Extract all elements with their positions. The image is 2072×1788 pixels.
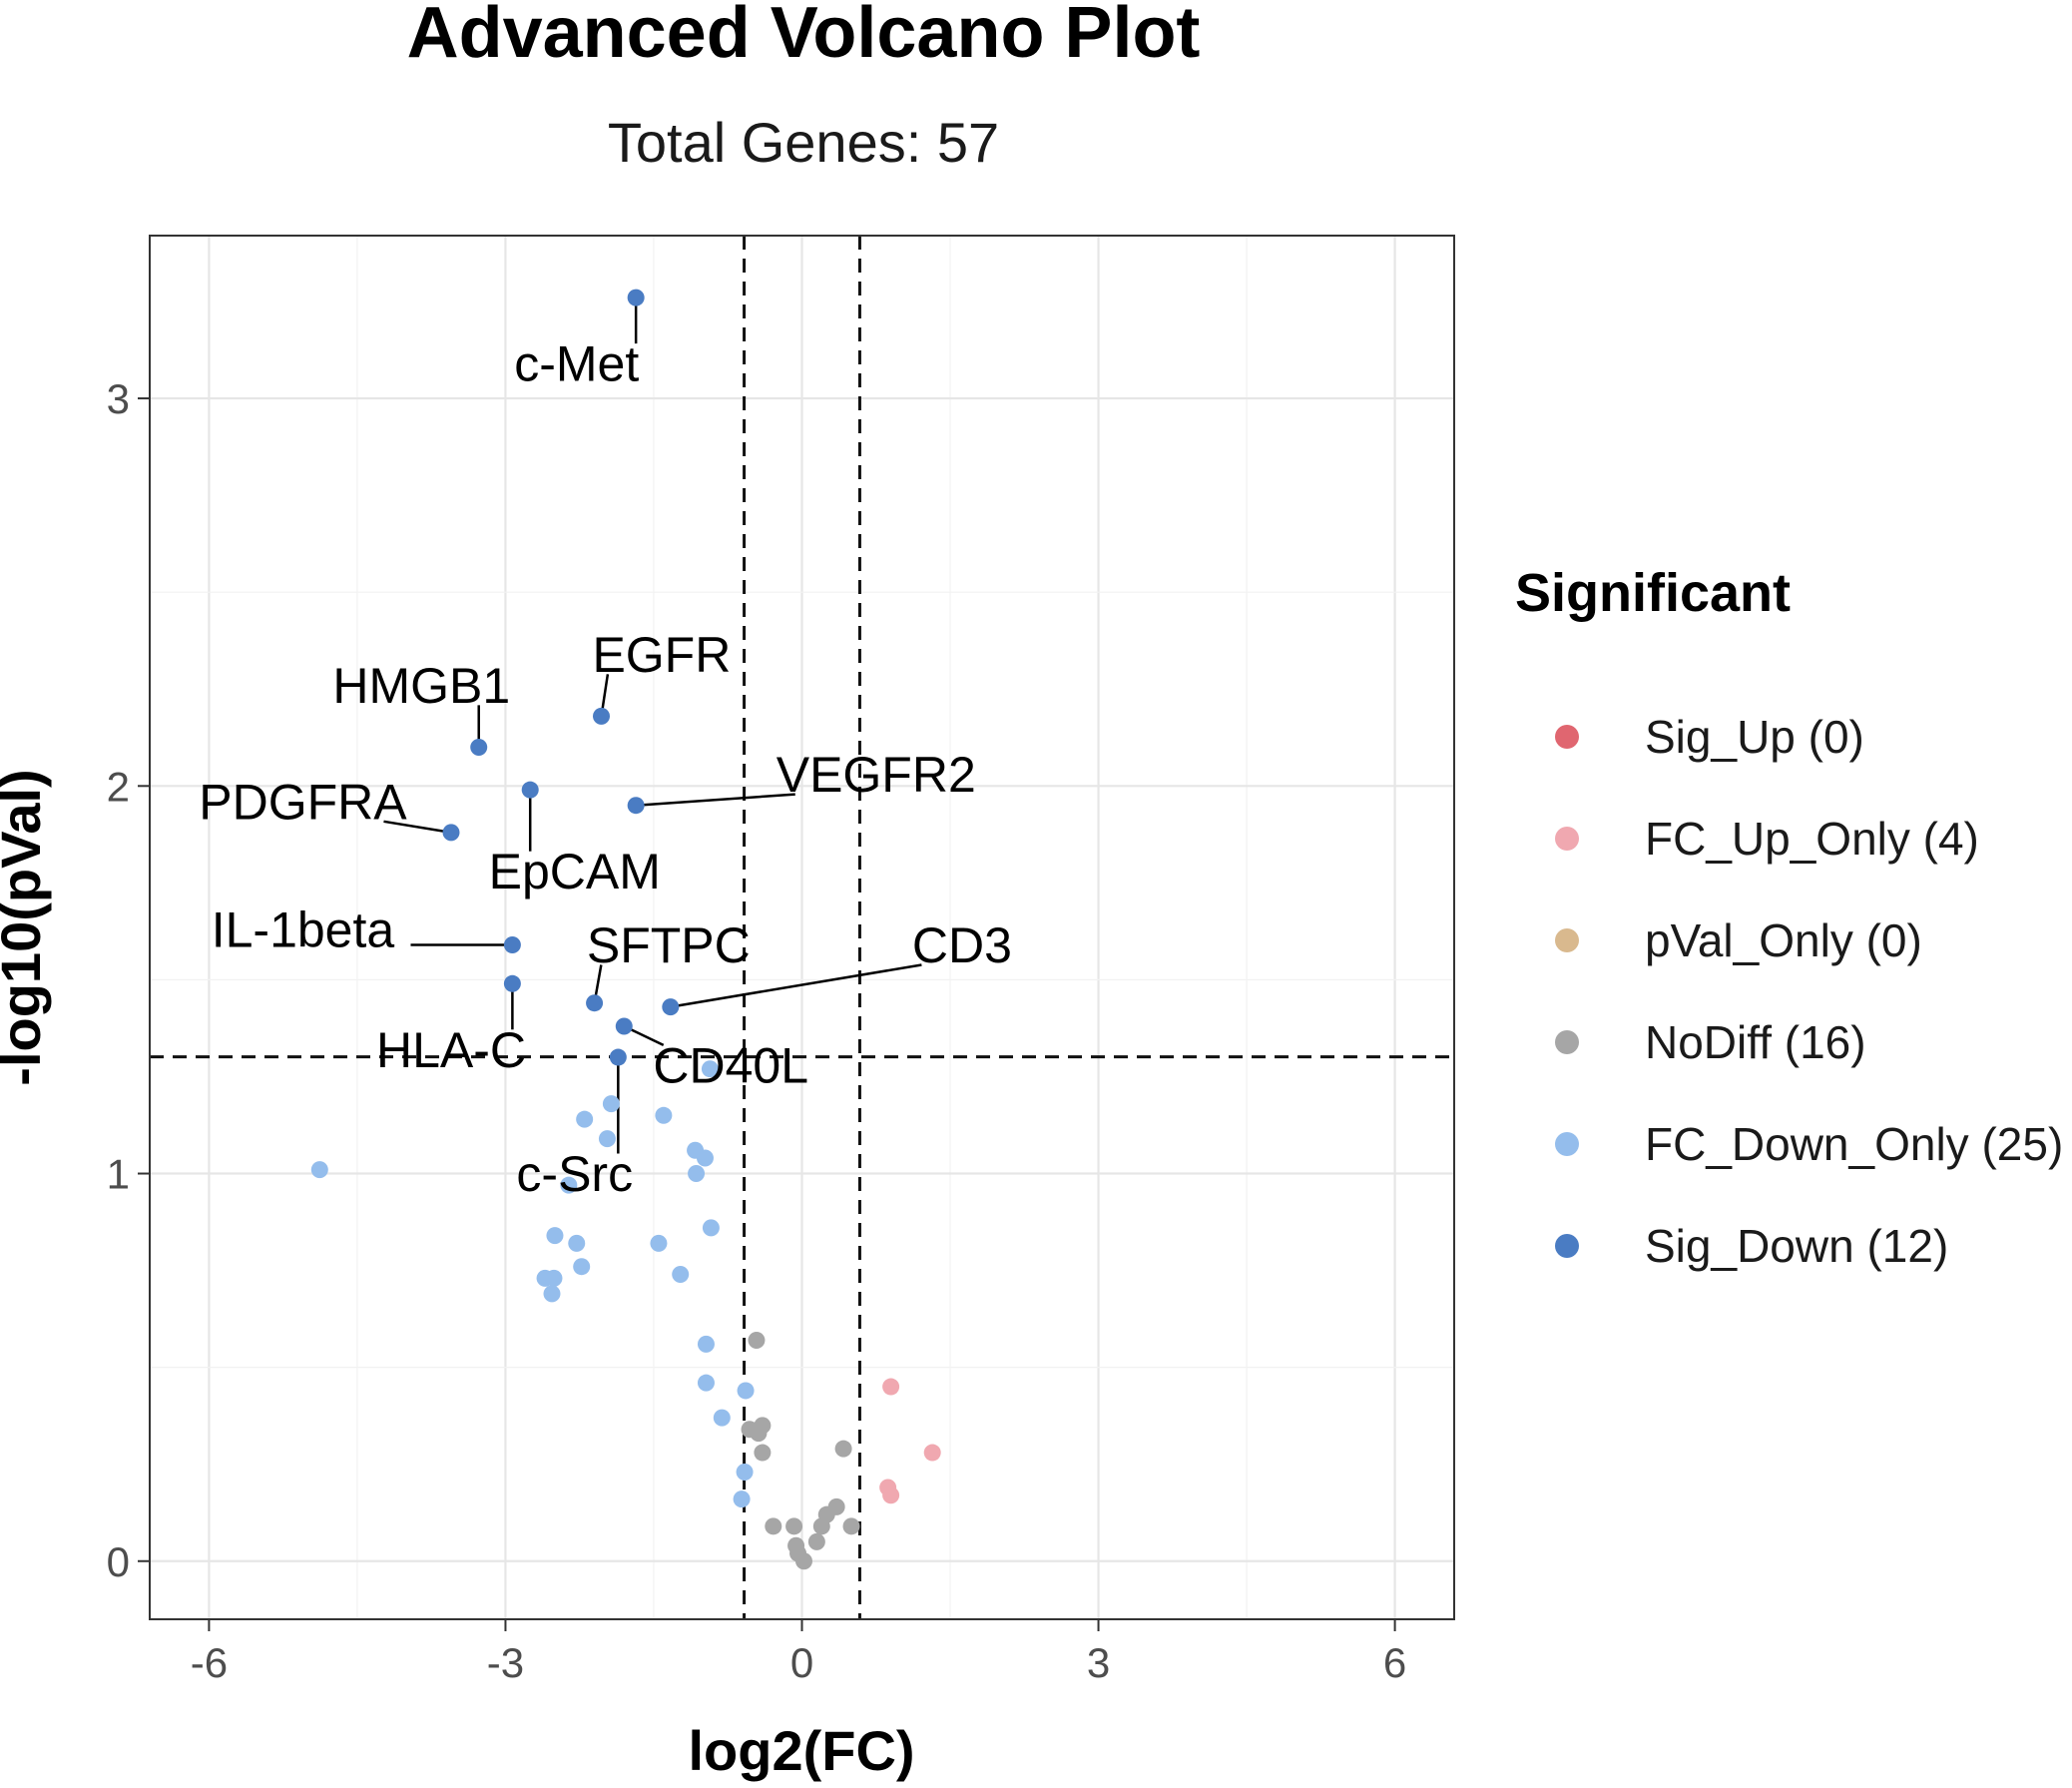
- point-nodiff: [834, 1440, 852, 1458]
- legend-label: Sig_Up (0): [1645, 711, 1864, 763]
- gene-label: EGFR: [592, 627, 731, 683]
- y-axis-title: -log10(pVal): [0, 769, 52, 1085]
- point-fc-down-only: [573, 1258, 591, 1276]
- gene-label: CD40L: [653, 1037, 808, 1093]
- x-tick-label: 6: [1383, 1639, 1406, 1686]
- point-nodiff: [812, 1517, 830, 1535]
- legend-key-fc-down-only: [1555, 1132, 1579, 1156]
- point-sig-down: [609, 1048, 627, 1066]
- gene-label: HLA-C: [376, 1022, 526, 1078]
- point-sig-down: [442, 824, 460, 842]
- legend: Significant Sig_Up (0) FC_Up_Only (4) pVal…: [1515, 563, 2063, 1272]
- y-tick-label: 0: [107, 1538, 130, 1585]
- point-fc-down-only: [702, 1219, 720, 1237]
- point-fc-down-only: [560, 1176, 578, 1194]
- legend-key-sig-down: [1555, 1234, 1579, 1258]
- gene-label: PDGFRA: [199, 774, 407, 830]
- point-sig-down: [503, 935, 521, 953]
- x-tick-label: -6: [191, 1639, 228, 1686]
- point-fc-down-only: [650, 1234, 668, 1252]
- legend-key-sig-up: [1555, 725, 1579, 749]
- gene-label: EpCAM: [489, 844, 661, 899]
- point-sig-down: [615, 1017, 633, 1035]
- legend-label: FC_Down_Only (25): [1645, 1118, 2063, 1170]
- point-sig-down: [503, 974, 521, 992]
- legend-key-nodiff: [1555, 1030, 1579, 1054]
- label-segment: [383, 820, 452, 835]
- point-sig-down: [592, 707, 610, 725]
- gene-label: CD3: [912, 917, 1012, 973]
- point-nodiff: [785, 1517, 803, 1535]
- point-nodiff: [754, 1444, 772, 1462]
- point-fc-down-only: [736, 1463, 754, 1481]
- point-fc-down-only: [310, 1161, 328, 1179]
- gene-label: c-Src: [516, 1146, 633, 1202]
- x-tick-label: 3: [1087, 1639, 1110, 1686]
- point-fc-down-only: [576, 1110, 594, 1128]
- point-fc-down-only: [696, 1149, 714, 1167]
- point-nodiff: [765, 1517, 782, 1535]
- point-fc-down-only: [598, 1130, 616, 1148]
- point-fc-down-only: [733, 1490, 751, 1508]
- point-fc-down-only: [602, 1095, 620, 1113]
- chart-title: Advanced Volcano Plot: [407, 0, 1201, 73]
- y-tick-label: 1: [107, 1151, 130, 1198]
- label-segment: [670, 963, 922, 1008]
- chart-subtitle: Total Genes: 57: [608, 111, 999, 174]
- point-nodiff: [794, 1552, 812, 1570]
- gene-label: SFTPC: [587, 917, 751, 973]
- point-sig-down: [662, 998, 680, 1016]
- point-sig-down: [627, 797, 645, 815]
- point-nodiff: [842, 1517, 860, 1535]
- legend-title: Significant: [1515, 563, 1791, 623]
- label-segment: [636, 793, 795, 807]
- point-fc-down-only: [697, 1335, 715, 1353]
- x-axis-title: log2(FC): [688, 1719, 914, 1782]
- point-nodiff: [807, 1532, 825, 1550]
- axis-ticks: -6 -3 0 3 6 0 1 2 3: [107, 375, 1407, 1686]
- point-fc-up-only: [923, 1444, 941, 1462]
- point-fc-up-only: [882, 1487, 900, 1504]
- y-tick-label: 2: [107, 763, 130, 810]
- point-fc-down-only: [701, 1060, 719, 1078]
- point-fc-up-only: [882, 1378, 900, 1396]
- legend-entries: Sig_Up (0) FC_Up_Only (4) pVal_Only (0) NoD…: [1555, 711, 2063, 1272]
- legend-label: NoDiff (16): [1645, 1016, 1866, 1068]
- point-sig-down: [627, 289, 645, 306]
- y-tick-label: 3: [107, 375, 130, 422]
- legend-label: Sig_Down (12): [1645, 1220, 1948, 1272]
- gene-label: VEGFR2: [777, 747, 976, 803]
- point-fc-down-only: [737, 1382, 755, 1400]
- data-points: [310, 289, 941, 1570]
- legend-label: FC_Up_Only (4): [1645, 813, 1979, 865]
- gene-label: c-Met: [514, 336, 639, 392]
- point-sig-down: [470, 738, 488, 756]
- x-tick-label: 0: [790, 1639, 813, 1686]
- point-sig-down: [521, 781, 539, 799]
- gene-label: IL-1beta: [212, 901, 395, 957]
- point-fc-down-only: [568, 1234, 586, 1252]
- point-fc-down-only: [545, 1269, 563, 1287]
- gene-labels: c-Met EGFR HMGB1 VEGFR2 EpCAM PDGFRA IL-1beta S…: [199, 336, 1012, 1202]
- point-sig-down: [586, 994, 604, 1012]
- point-fc-down-only: [713, 1409, 731, 1427]
- point-fc-down-only: [546, 1227, 564, 1245]
- point-fc-down-only: [543, 1285, 561, 1303]
- point-fc-down-only: [697, 1374, 715, 1392]
- legend-label: pVal_Only (0): [1645, 914, 1922, 966]
- point-fc-down-only: [688, 1165, 706, 1183]
- point-nodiff: [748, 1331, 766, 1349]
- point-fc-down-only: [655, 1106, 673, 1124]
- point-fc-down-only: [672, 1265, 690, 1283]
- grid-layer: [150, 236, 1454, 1619]
- x-tick-label: -3: [487, 1639, 524, 1686]
- legend-key-pval-only: [1555, 928, 1579, 952]
- point-nodiff: [750, 1425, 768, 1443]
- gene-label: HMGB1: [332, 658, 510, 714]
- legend-key-fc-up-only: [1555, 827, 1579, 851]
